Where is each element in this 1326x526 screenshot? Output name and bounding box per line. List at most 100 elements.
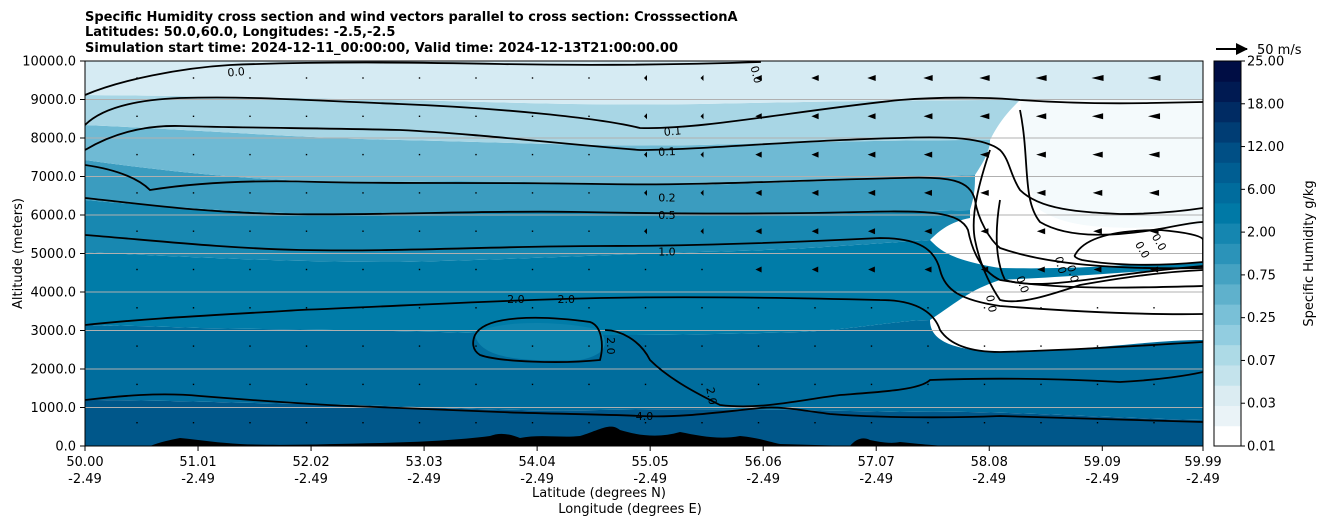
y-tick-label-3: 3000.0 bbox=[31, 324, 77, 339]
wind-vector-4-2 bbox=[249, 230, 251, 232]
contour-label-text-4: 0.2 bbox=[658, 192, 676, 205]
wind-vector-0-8 bbox=[588, 77, 590, 79]
quiver-key-label: 50 m/s bbox=[1257, 43, 1302, 58]
contour-label-5: 0.5 bbox=[658, 209, 676, 222]
y-tick-label-5: 5000.0 bbox=[31, 247, 77, 262]
wind-vector-5-0 bbox=[136, 268, 138, 271]
contour-1-0 bbox=[85, 234, 1203, 316]
x-tick-lon-0: -2.49 bbox=[68, 472, 102, 487]
colorbar-frame bbox=[1213, 60, 1242, 447]
contour-0-5 bbox=[85, 197, 1203, 289]
wind-vector-4-5 bbox=[418, 230, 421, 232]
wind-vector-4-3 bbox=[305, 230, 308, 232]
colorbar-swatch-10 bbox=[1214, 223, 1241, 244]
colorbar-swatch-9 bbox=[1214, 243, 1241, 265]
wind-vector-2-13 bbox=[867, 151, 876, 158]
terrain-silhouette bbox=[150, 426, 950, 446]
y-tick-label-0: 0.0 bbox=[55, 440, 76, 455]
wind-vector-9-6 bbox=[475, 422, 477, 424]
wind-vector-5-18 bbox=[1149, 266, 1159, 273]
x-tick-lon-2: -2.49 bbox=[294, 472, 328, 487]
contour-label-text-16: 0.0 bbox=[1013, 274, 1031, 295]
wind-vector-9-13 bbox=[870, 422, 873, 424]
contour-label-text-5: 0.5 bbox=[658, 209, 676, 222]
contour-label-8: 2.0 bbox=[557, 293, 575, 306]
wind-vector-1-3 bbox=[305, 115, 308, 117]
wind-vector-5-8 bbox=[588, 268, 590, 271]
band-01-02 bbox=[85, 125, 990, 185]
wind-vector-8-18 bbox=[1153, 383, 1155, 386]
x-tick-lat-5: 55.05 bbox=[632, 455, 669, 470]
y-tick-label-2: 2000.0 bbox=[31, 363, 77, 378]
wind-vector-9-14 bbox=[927, 422, 929, 424]
wind-vector-6-4 bbox=[362, 307, 364, 309]
y-axis: 0.0 1000.0 2000.0 3000.0 4000.0 5000.0 6000.0 7… bbox=[22, 55, 85, 455]
colorbar-tick-label-8: 18.00 bbox=[1247, 97, 1284, 112]
contour-label-16: 0.0 bbox=[1013, 274, 1031, 295]
contour-4-0 bbox=[85, 393, 1203, 423]
wind-vector-7-15 bbox=[983, 345, 986, 347]
wind-vector-9-15 bbox=[983, 422, 986, 424]
x-tick-lon-5: -2.49 bbox=[633, 472, 667, 487]
wind-vector-8-17 bbox=[1096, 383, 1099, 386]
colorbar-swatch-11 bbox=[1214, 202, 1241, 224]
wind-vector-0-16 bbox=[1035, 75, 1047, 81]
wind-vector-6-19 bbox=[1210, 307, 1211, 308]
wind-vector-7-2 bbox=[249, 345, 251, 347]
colorbar-swatch-7 bbox=[1214, 283, 1241, 305]
wind-vector-9-11 bbox=[757, 422, 760, 424]
wind-vector-3-15 bbox=[980, 189, 989, 196]
wind-vector-2-12 bbox=[811, 151, 819, 158]
x-tick-lat-2: 52.02 bbox=[292, 455, 329, 470]
wind-vector-8-10 bbox=[701, 383, 703, 386]
wind-vector-3-14 bbox=[924, 189, 932, 196]
wind-vector-0-18 bbox=[1147, 75, 1161, 81]
wind-vector-2-16 bbox=[1036, 151, 1046, 158]
x-tick-lon-1: -2.49 bbox=[181, 472, 215, 487]
wind-vector-0-14 bbox=[923, 75, 933, 81]
wind-vector-0-3 bbox=[305, 77, 308, 79]
wind-vector-7-12 bbox=[814, 345, 816, 347]
wind-vector-0-13 bbox=[867, 75, 876, 81]
x-tick-lat-10: 59.99 bbox=[1184, 455, 1221, 470]
band-2-4 bbox=[85, 320, 1203, 420]
wind-vector-3-11 bbox=[755, 189, 762, 196]
wind-vector-5-16 bbox=[1037, 266, 1045, 273]
wind-vector-0-7 bbox=[531, 77, 534, 79]
x-tick-lon-8: -2.49 bbox=[972, 472, 1006, 487]
wind-vector-8-14 bbox=[927, 383, 929, 386]
contour-label-text-2: 0.1 bbox=[663, 124, 682, 138]
wind-vector-4-10 bbox=[700, 228, 704, 235]
wind-vector-5-3 bbox=[305, 268, 308, 271]
contour-0-1-lower bbox=[85, 125, 1203, 215]
band-lt-005 bbox=[85, 61, 1203, 105]
contour-label-6: 1.0 bbox=[658, 246, 676, 259]
contour-0-0-funnel-2 bbox=[995, 199, 1203, 285]
wind-vector-6-16 bbox=[1040, 307, 1042, 309]
wind-vector-4-17 bbox=[1093, 228, 1102, 235]
wind-vector-5-4 bbox=[362, 268, 364, 271]
plot-area: 0.0 0.00.10.10.20.51.02.0 2.02.02.04.00.00… bbox=[85, 61, 1211, 446]
wind-vector-3-4 bbox=[362, 192, 364, 194]
wind-vector-4-16 bbox=[1036, 228, 1046, 235]
chart-title: Specific Humidity cross section and wind… bbox=[85, 10, 738, 56]
y-tick-label-6: 6000.0 bbox=[31, 209, 77, 224]
wind-vector-8-15 bbox=[983, 383, 986, 386]
wind-vector-5-6 bbox=[475, 268, 477, 271]
wind-vector-4-13 bbox=[867, 228, 876, 235]
y-axis-label: Altitude (meters) bbox=[11, 198, 26, 309]
x-axis-label-line-2: Longitude (degrees E) bbox=[558, 502, 702, 517]
wind-vector-2-1 bbox=[192, 153, 195, 156]
wind-vector-5-9 bbox=[644, 268, 647, 271]
wind-vector-5-2 bbox=[249, 268, 251, 271]
title-line-2: Latitudes: 50.0,60.0, Longitudes: -2.5,-… bbox=[85, 25, 395, 40]
wind-vector-2-7 bbox=[531, 153, 534, 156]
wind-vector-6-1 bbox=[192, 307, 195, 309]
wind-vector-9-1 bbox=[192, 422, 195, 424]
colorbar-swatch-17 bbox=[1214, 81, 1241, 103]
contour-0-2 bbox=[85, 164, 1203, 270]
colorbar-swatch-6 bbox=[1214, 304, 1241, 325]
wind-vector-2-0 bbox=[136, 153, 138, 156]
wind-vector-5-1 bbox=[192, 268, 195, 271]
